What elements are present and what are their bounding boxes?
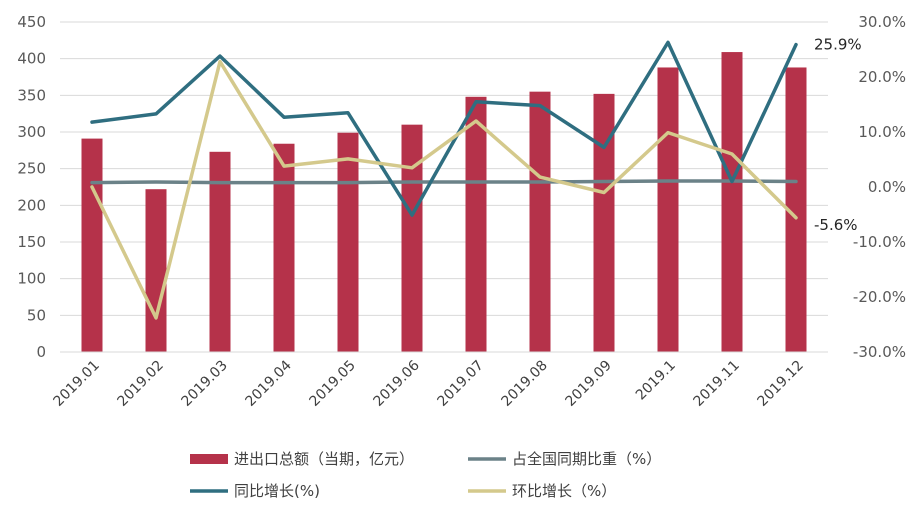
right-tick-label: -20.0% xyxy=(853,288,906,306)
data-label: 25.9% xyxy=(814,36,862,54)
bar xyxy=(273,143,295,352)
x-tick-label: 2019.12 xyxy=(755,358,807,410)
series-line xyxy=(90,179,798,185)
bar xyxy=(785,67,807,352)
right-tick-label: 10.0% xyxy=(858,123,906,141)
x-tick-label: 2019.03 xyxy=(179,358,231,410)
legend: 进出口总额（当期，亿元） 占全国同期比重（%） 同比增长(%) 环比增长（%） xyxy=(190,450,661,500)
bar-series xyxy=(81,52,807,353)
x-tick-label: 2019.02 xyxy=(115,358,167,410)
x-tick-label: 2019.05 xyxy=(307,358,359,410)
legend-label: 进出口总额（当期，亿元） xyxy=(234,450,414,468)
annotations: 25.9% -5.6% xyxy=(814,36,862,234)
x-tick-label: 2019.06 xyxy=(371,357,423,409)
right-tick-label: -10.0% xyxy=(853,233,906,251)
bar xyxy=(593,93,615,352)
right-axis: -30.0% -20.0% -10.0% 0.0% 10.0% 20.0% 30.0% xyxy=(853,13,906,361)
bar xyxy=(657,67,679,352)
bar xyxy=(401,124,423,353)
left-tick-label: 300 xyxy=(17,123,46,141)
bar xyxy=(721,52,743,353)
x-tick-label: 2019.08 xyxy=(499,358,551,410)
left-tick-label: 100 xyxy=(17,270,46,288)
bar xyxy=(145,189,167,352)
x-tick-label: 2019.1 xyxy=(633,358,679,404)
right-tick-label: 0.0% xyxy=(868,178,906,196)
legend-label: 环比增长（%） xyxy=(512,482,616,500)
x-tick-label: 2019.07 xyxy=(435,358,487,410)
x-tick-label: 2019.04 xyxy=(243,357,295,409)
bar xyxy=(209,151,231,352)
right-tick-label: 20.0% xyxy=(858,68,906,86)
data-label: -5.6% xyxy=(814,216,858,234)
legend-swatch xyxy=(190,454,228,464)
x-axis: 2019.01 2019.02 2019.03 2019.04 2019.05 2019.… xyxy=(51,357,807,409)
legend-label: 同比增长(%) xyxy=(234,482,320,500)
x-tick-label: 2019.09 xyxy=(563,358,615,410)
bar xyxy=(81,138,103,352)
bar xyxy=(529,91,551,353)
line-series xyxy=(90,40,798,320)
left-tick-label: 50 xyxy=(27,306,46,324)
bar xyxy=(337,132,359,352)
left-axis: 0 50 100 150 200 250 300 350 400 450 xyxy=(17,13,46,361)
bar xyxy=(465,96,487,352)
legend-label: 占全国同期比重（%） xyxy=(512,450,661,468)
left-tick-label: 350 xyxy=(17,86,46,104)
left-tick-label: 400 xyxy=(17,50,46,68)
right-tick-label: 30.0% xyxy=(858,13,906,31)
series-line xyxy=(90,59,798,320)
right-tick-label: -30.0% xyxy=(853,343,906,361)
left-tick-label: 450 xyxy=(17,13,46,31)
x-tick-label: 2019.11 xyxy=(691,358,743,410)
gridlines xyxy=(60,21,828,316)
left-tick-label: 0 xyxy=(36,343,46,361)
x-tick-label: 2019.01 xyxy=(51,358,103,410)
series-line xyxy=(90,40,798,217)
left-tick-label: 150 xyxy=(17,233,46,251)
left-tick-label: 200 xyxy=(17,196,46,214)
left-tick-label: 250 xyxy=(17,160,46,178)
